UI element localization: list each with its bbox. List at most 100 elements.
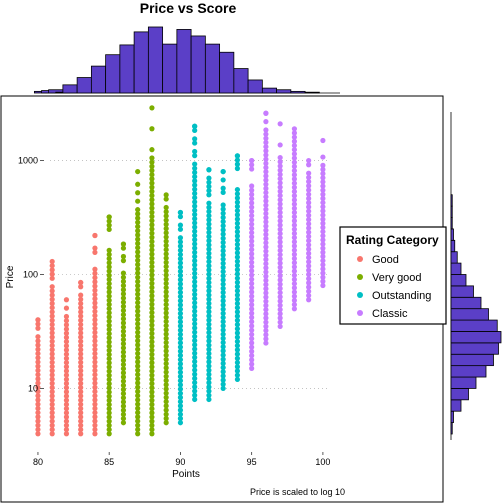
point-very-good: [149, 180, 155, 186]
point-good: [78, 401, 84, 407]
point-good: [49, 313, 55, 319]
point-outstanding: [220, 302, 226, 308]
point-classic: [291, 209, 298, 216]
point-good: [92, 296, 98, 302]
point-classic: [277, 163, 283, 169]
point-classic: [291, 159, 298, 165]
legend-label-classic: Classic: [372, 308, 408, 320]
point-good: [49, 288, 55, 294]
point-very-good: [106, 222, 112, 228]
point-very-good: [135, 397, 141, 403]
point-classic: [306, 225, 312, 231]
point-classic: [263, 294, 269, 300]
point-classic: [263, 177, 269, 183]
point-classic: [263, 156, 269, 162]
point-good: [78, 393, 84, 399]
point-outstanding: [234, 317, 241, 323]
point-classic: [291, 163, 298, 170]
point-good: [49, 321, 55, 328]
chart-title: Price vs Score: [140, 0, 237, 16]
point-good: [49, 384, 55, 391]
point-good: [63, 389, 70, 395]
point-good: [63, 380, 70, 387]
point-good: [78, 418, 84, 424]
point-very-good: [135, 338, 141, 344]
point-good: [49, 334, 55, 340]
point-classic: [306, 267, 312, 273]
point-outstanding-max: [177, 209, 184, 216]
point-good: [63, 401, 70, 408]
point-outstanding: [234, 199, 241, 205]
legend-label-outstanding: Outstanding: [372, 290, 431, 302]
point-very-good: [106, 285, 112, 291]
top-hist-bar: [190, 35, 206, 94]
point-classic: [306, 250, 312, 256]
point-outstanding: [206, 238, 212, 244]
point-outstanding: [177, 348, 184, 354]
point-very-good: [163, 289, 169, 295]
point-very-good: [163, 297, 169, 303]
point-very-good: [149, 205, 155, 211]
point-very-good: [149, 213, 155, 220]
point-good: [63, 355, 70, 361]
point-very-good: [106, 331, 112, 337]
point-good: [35, 405, 41, 412]
point-very-good: [163, 411, 169, 417]
point-outstanding: [192, 220, 198, 226]
point-very-good: [135, 181, 141, 187]
point-classic: [249, 204, 255, 210]
point-outstanding: [192, 367, 198, 373]
point-very-good: [135, 257, 141, 263]
point-good: [92, 275, 98, 281]
point-very-good: [135, 371, 141, 378]
point-good: [63, 339, 70, 345]
point-good: [35, 367, 41, 374]
point-very-good: [163, 310, 169, 316]
point-outstanding: [192, 304, 198, 310]
point-classic: [291, 239, 298, 245]
point-classic: [263, 127, 269, 133]
point-very-good: [135, 355, 141, 361]
point-very-good: [135, 325, 141, 331]
point-classic: [263, 265, 269, 271]
point-very-good-max: [120, 241, 127, 247]
point-good: [63, 422, 70, 428]
right-hist-bar: [450, 251, 458, 264]
point-very-good: [106, 360, 112, 366]
point-very-good: [163, 280, 169, 287]
point-classic: [291, 235, 298, 241]
point-classic: [277, 235, 283, 241]
point-classic: [249, 314, 255, 321]
point-good: [35, 342, 41, 348]
point-outstanding: [206, 346, 212, 352]
point-good: [92, 414, 98, 420]
point-good: [35, 321, 41, 327]
point-very-good: [135, 232, 141, 238]
point-outstanding: [234, 267, 241, 273]
point-very-good: [135, 245, 141, 251]
point-good: [49, 431, 55, 437]
point-very-good: [120, 332, 127, 339]
point-good: [49, 410, 55, 416]
right-hist-bar: [450, 388, 469, 401]
point-classic-max: [306, 157, 312, 164]
point-good: [49, 414, 55, 420]
point-outstanding: [177, 319, 184, 325]
point-very-good: [120, 245, 127, 251]
point-outstanding: [206, 338, 212, 344]
point-very-good: [106, 422, 112, 429]
point-outstanding: [220, 252, 226, 258]
top-hist-bar: [147, 26, 164, 94]
point-very-good: [135, 329, 141, 335]
point-very-good: [149, 330, 155, 337]
point-classic: [263, 148, 269, 154]
point-outstanding: [177, 344, 184, 350]
point-good: [49, 368, 55, 374]
point-very-good: [135, 219, 141, 225]
point-classic: [263, 336, 269, 342]
point-classic: [263, 135, 269, 141]
point-very-good: [106, 356, 112, 362]
point-classic: [277, 281, 283, 287]
point-outstanding: [177, 239, 184, 245]
point-very-good: [149, 297, 155, 303]
